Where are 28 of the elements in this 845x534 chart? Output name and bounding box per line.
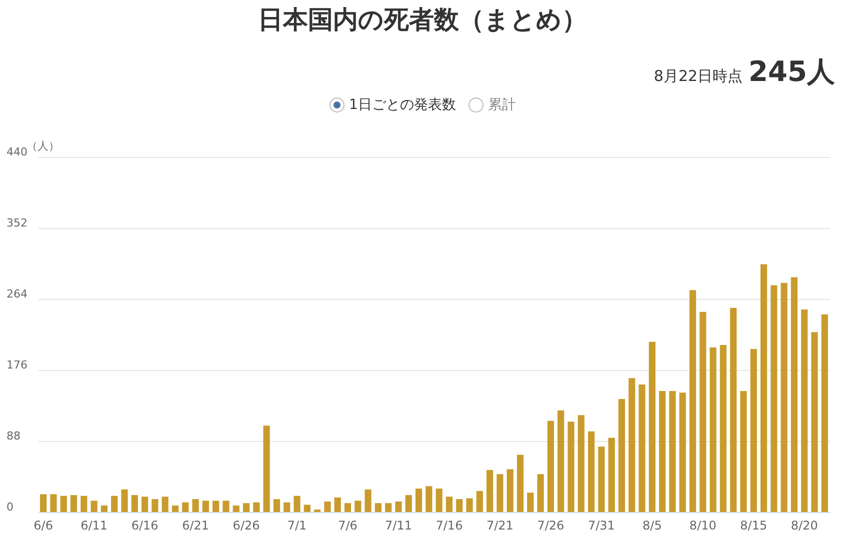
text: 245人 xyxy=(748,55,835,88)
y-tick-label: 88 xyxy=(6,430,20,442)
y-axis-title: （人） xyxy=(26,140,60,152)
x-tick-label: 7/11 xyxy=(385,518,412,532)
x-tick-label: 7/1 xyxy=(287,518,307,532)
x-tick-label: 6/26 xyxy=(232,518,260,532)
y-tick-label: 0 xyxy=(6,500,14,514)
y-tick-label: 440 xyxy=(6,146,28,158)
text: 累計 xyxy=(488,96,516,115)
x-tick-label: 7/26 xyxy=(537,518,564,532)
x-tick-label: 8/10 xyxy=(689,518,716,532)
x-tick-label: 7/6 xyxy=(338,518,358,532)
x-tick-label: 7/31 xyxy=(588,518,615,532)
y-tick-label: 352 xyxy=(6,216,28,230)
x-tick-label: 8/15 xyxy=(740,518,768,532)
x-tick-label: 6/16 xyxy=(131,518,158,532)
y-tick-label: 264 xyxy=(6,288,28,300)
x-tick-label: 6/11 xyxy=(80,518,108,532)
x-tick-label: 7/16 xyxy=(436,518,463,532)
chart-title: 日本国内の死者数（まとめ） xyxy=(257,4,588,36)
x-tick-label: 6/21 xyxy=(182,518,210,532)
text: 8月22日時点 xyxy=(654,67,743,85)
x-tick-label: 6/6 xyxy=(34,518,53,532)
x-tick-label: 8/5 xyxy=(642,518,662,532)
x-tick-label: 7/21 xyxy=(486,518,514,532)
text: 1日ごとの発表数 xyxy=(349,96,456,115)
y-tick-label: 176 xyxy=(6,358,28,372)
x-tick-label: 8/20 xyxy=(790,518,818,532)
